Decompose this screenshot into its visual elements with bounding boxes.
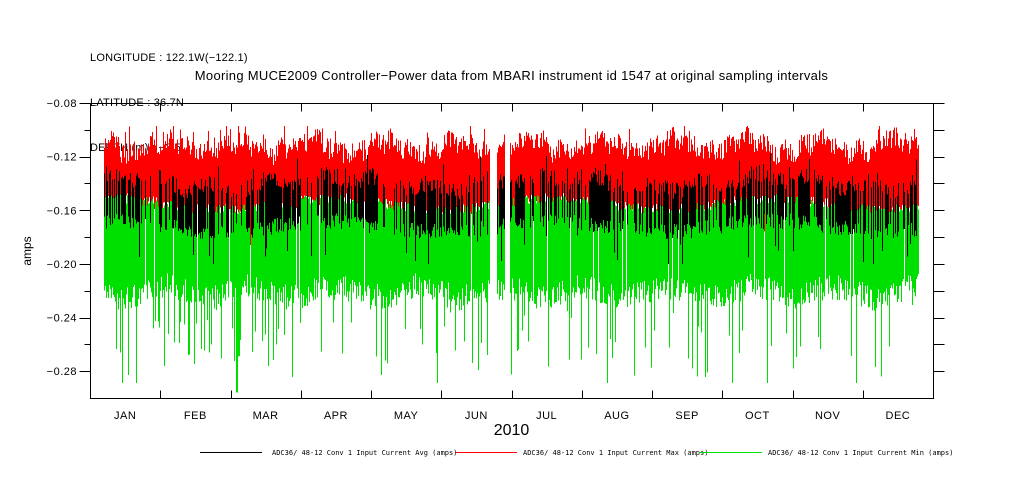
month-label: SEP xyxy=(675,410,699,422)
longitude-label: LONGITUDE : 122.1W(−122.1) xyxy=(90,52,248,64)
y-axis-title: amps xyxy=(20,236,34,266)
legend-label-avg: ADC36/ 48-12 Conv 1 Input Current Avg (a… xyxy=(272,449,458,457)
month-label: NOV xyxy=(815,410,841,422)
month-label: JAN xyxy=(114,410,136,422)
y-axis-tick-labels: −0.08 −0.12 −0.16 −0.20 −0.24 −0.28 xyxy=(47,98,77,378)
y-tick-label: −0.24 xyxy=(47,313,77,325)
month-label: FEB xyxy=(184,410,207,422)
month-label: DEC xyxy=(886,410,911,422)
month-label: MAY xyxy=(394,410,419,422)
legend-line-avg xyxy=(200,452,262,453)
legend-label-max: ADC36/ 48-12 Conv 1 Input Current Max (a… xyxy=(523,449,709,457)
legend-label-min: ADC36/ 48-12 Conv 1 Input Current Min (a… xyxy=(768,449,954,457)
y-axis-ticks xyxy=(79,103,945,372)
y-tick-label: −0.16 xyxy=(47,205,77,217)
month-label: JUL xyxy=(536,410,557,422)
series-lines xyxy=(104,125,919,393)
x-axis-year-label: 2010 xyxy=(493,422,530,439)
y-tick-label: −0.20 xyxy=(47,259,77,271)
y-tick-label: −0.12 xyxy=(47,152,77,164)
month-label: AUG xyxy=(604,410,629,422)
legend-line-max xyxy=(455,452,517,453)
legend-line-min xyxy=(700,452,762,453)
month-label: APR xyxy=(324,410,348,422)
y-tick-label: −0.28 xyxy=(47,366,77,378)
month-labels: JAN FEB MAR APR MAY JUN JUL AUG SEP OCT NOV DEC xyxy=(114,410,910,422)
series-max-line xyxy=(104,125,919,246)
month-label: OCT xyxy=(745,410,770,422)
series-avg-line xyxy=(104,153,917,264)
x-axis-ticks xyxy=(160,103,864,399)
month-label: JUN xyxy=(465,410,488,422)
month-label: MAR xyxy=(253,410,279,422)
plot-title: Mooring MUCE2009 Controller−Power data f… xyxy=(194,68,829,83)
y-tick-label: −0.08 xyxy=(47,98,77,110)
